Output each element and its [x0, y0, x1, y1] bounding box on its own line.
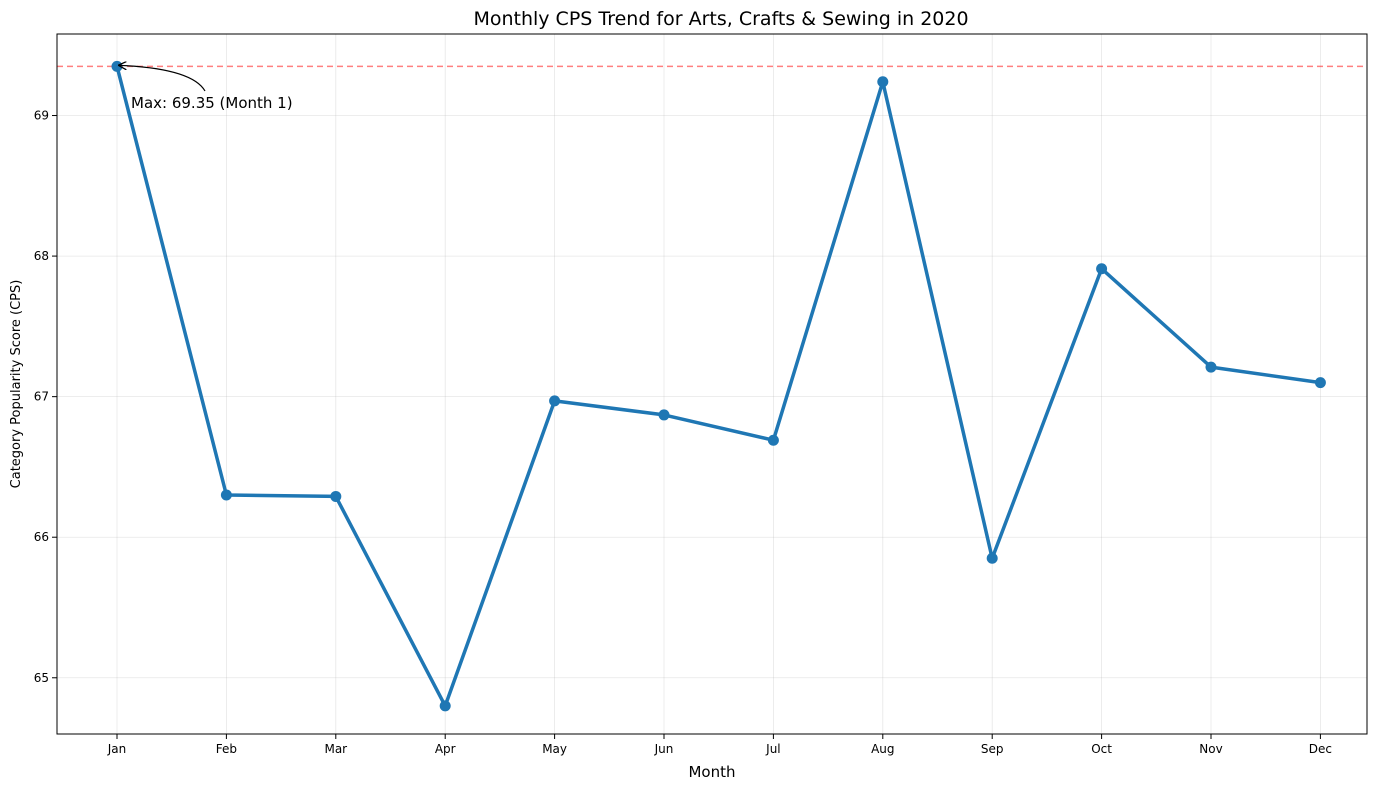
y-axis-label: Category Popularity Score (CPS) — [9, 280, 24, 489]
series-group — [111, 60, 1326, 712]
series-line — [115, 64, 1323, 708]
max-annotation-label: Max: 69.35 (Month 1) — [131, 94, 293, 112]
y-tick-label: 66 — [34, 530, 49, 544]
x-tick-label: Mar — [324, 742, 347, 756]
y-tick-label: 65 — [34, 671, 49, 685]
x-tick-label: Sep — [981, 742, 1004, 756]
plot-area-frame — [56, 33, 1368, 735]
data-point-apr — [439, 700, 451, 712]
data-point-sep — [986, 552, 998, 564]
annotation-arrow — [119, 65, 206, 92]
x-tick-label: Jun — [654, 742, 674, 756]
x-tick-label: Aug — [871, 742, 894, 756]
x-tick-label: Apr — [435, 742, 456, 756]
y-tick-label: 69 — [34, 109, 49, 123]
x-tick-label: May — [542, 742, 567, 756]
x-tick-label: Dec — [1309, 742, 1332, 756]
data-point-oct — [1096, 263, 1108, 275]
data-point-aug — [877, 76, 889, 88]
x-tick-label: Nov — [1199, 742, 1222, 756]
data-point-jul — [767, 434, 779, 446]
axis-ticks: Jan Feb Mar Apr May Jun Jul Aug Sep Oct Nov Dec 65 66… — [34, 109, 1332, 756]
x-axis-label: Month — [688, 763, 735, 781]
x-tick-label: Jan — [107, 742, 127, 756]
data-point-mar — [330, 490, 342, 502]
data-point-may — [549, 395, 561, 407]
annotation-group: Max: 69.35 (Month 1) — [119, 65, 293, 112]
chart-title: Monthly CPS Trend for Arts, Crafts & Sew… — [473, 8, 968, 30]
data-point-jan — [111, 60, 123, 72]
x-tick-label: Oct — [1091, 742, 1112, 756]
data-point-nov — [1205, 361, 1217, 373]
y-tick-label: 68 — [34, 249, 49, 263]
x-tick-label: Feb — [216, 742, 237, 756]
y-tick-label: 67 — [34, 390, 49, 404]
grid — [57, 34, 1367, 734]
data-point-dec — [1314, 377, 1326, 389]
data-point-jun — [658, 409, 670, 421]
x-tick-label: Jul — [765, 742, 780, 756]
data-point-feb — [220, 489, 232, 501]
